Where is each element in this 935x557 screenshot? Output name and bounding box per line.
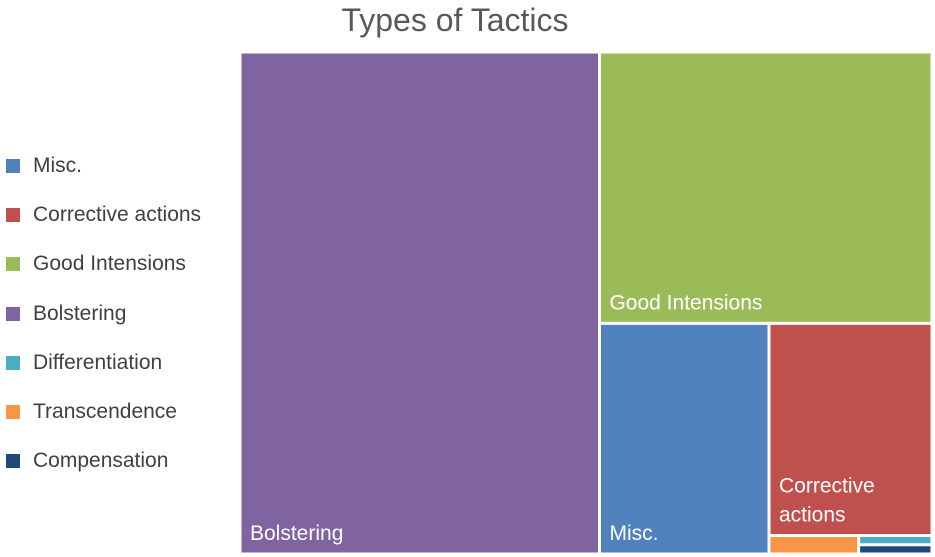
legend-swatch (6, 158, 20, 173)
legend-swatch (6, 306, 20, 321)
legend-swatch (6, 257, 20, 272)
legend-item: Corrective actions (6, 190, 201, 239)
chart-title: Types of Tactics (341, 2, 569, 38)
tile-differentiation (860, 537, 931, 544)
legend-swatch (6, 207, 20, 222)
legend-label: Transcendence (33, 400, 177, 424)
legend-label: Differentiation (33, 350, 163, 374)
legend-item: Compensation (6, 437, 201, 486)
tile-bolstering (241, 53, 598, 553)
tile-misc (600, 324, 768, 553)
legend-label: Compensation (33, 449, 169, 473)
legend-label: Bolstering (33, 301, 127, 325)
tile-compensation (860, 546, 931, 553)
tile-label-bolstering: Bolstering (250, 522, 343, 545)
legend-swatch (6, 454, 20, 469)
tile-transcendence (770, 537, 858, 553)
tile-label-misc: Misc. (609, 522, 658, 545)
legend-label: Corrective actions (33, 202, 202, 226)
legend-item: Misc. (6, 141, 201, 190)
legend-label: Good Intensions (33, 252, 186, 276)
legend-item: Bolstering (6, 289, 201, 338)
legend-label: Misc. (33, 153, 82, 177)
legend-item: Transcendence (6, 387, 201, 436)
legend-swatch (6, 355, 20, 370)
legend-item: Good Intensions (6, 240, 201, 289)
tile-corrective-actions (770, 324, 931, 535)
chart-legend: Misc. Corrective actions Good Intensions Bo… (6, 141, 201, 486)
tile-label-good-intensions: Good Intensions (609, 291, 762, 314)
tile-label-corrective-actions: Corrective (779, 475, 875, 498)
legend-swatch (6, 405, 20, 420)
legend-item: Differentiation (6, 338, 201, 387)
tile-label-corrective-actions: actions (779, 504, 846, 527)
tile-good-intensions (600, 53, 931, 322)
